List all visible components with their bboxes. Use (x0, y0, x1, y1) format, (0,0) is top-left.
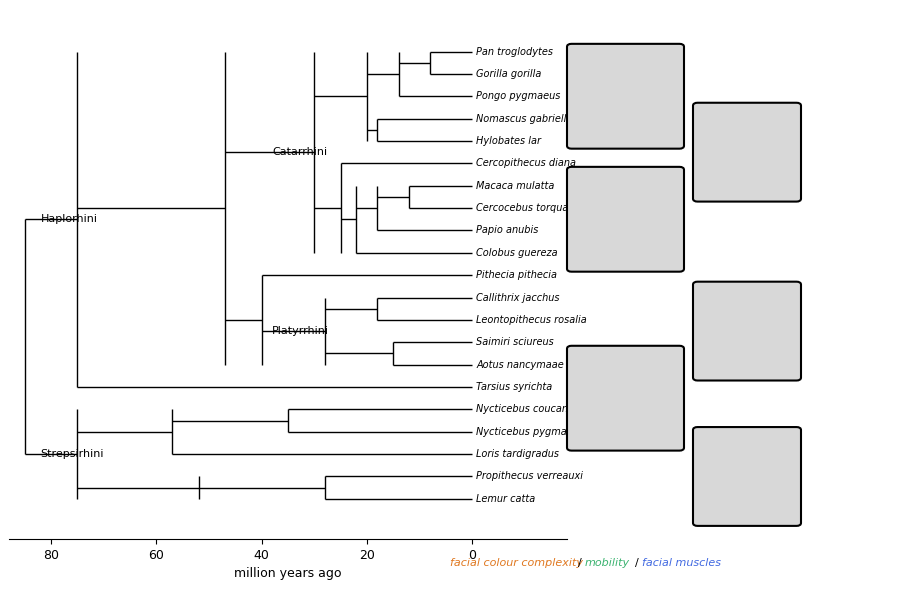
Text: Strepsirhini: Strepsirhini (40, 449, 104, 459)
Text: Aotus nancymaae: Aotus nancymaae (476, 359, 564, 370)
Text: Nycticebus coucang: Nycticebus coucang (476, 404, 575, 415)
Text: 2: 2 (716, 178, 724, 188)
Text: Catarrhini: Catarrhini (272, 147, 328, 157)
Text: /: / (634, 558, 638, 568)
Text: 2: 2 (713, 357, 720, 367)
Text: 19: 19 (644, 427, 660, 437)
Text: /: / (629, 125, 641, 135)
Text: 23: 23 (648, 248, 663, 258)
Text: /: / (598, 248, 609, 258)
Text: Papio anubis: Papio anubis (476, 225, 539, 235)
Text: /: / (751, 357, 762, 367)
Text: Saimiri sciureus: Saimiri sciureus (476, 337, 554, 347)
Text: Nomascus gabriellae: Nomascus gabriellae (476, 114, 579, 123)
Text: Propithecus verreauxi: Propithecus verreauxi (476, 471, 583, 482)
Text: Loris tardigradus: Loris tardigradus (476, 449, 560, 459)
Text: Haplorhini: Haplorhini (40, 214, 97, 224)
Text: --: -- (738, 502, 747, 512)
Text: /: / (578, 558, 581, 568)
Text: 13: 13 (616, 125, 632, 135)
Text: /: / (626, 427, 637, 437)
Text: /: / (719, 357, 731, 367)
Text: /: / (747, 178, 759, 188)
Text: /: / (719, 502, 731, 512)
Text: Pan troglodytes: Pan troglodytes (476, 47, 554, 56)
Text: /: / (600, 427, 612, 437)
Text: /: / (629, 248, 641, 258)
Text: /: / (751, 502, 762, 512)
Text: 1: 1 (590, 125, 598, 135)
Text: facial colour complexity: facial colour complexity (450, 558, 583, 568)
Text: 6: 6 (619, 427, 627, 437)
Text: Leontopithecus rosalia: Leontopithecus rosalia (476, 315, 587, 325)
Text: Hylobates lar: Hylobates lar (476, 136, 542, 146)
Text: Platyrrhini: Platyrrhini (272, 326, 329, 336)
Text: 23: 23 (769, 357, 785, 367)
Text: 2: 2 (590, 248, 598, 258)
Text: facial muscles: facial muscles (642, 558, 721, 568)
Text: 23: 23 (766, 178, 781, 188)
Text: 23: 23 (648, 125, 663, 135)
Text: Pithecia pithecia: Pithecia pithecia (476, 270, 557, 280)
Text: Colobus guereza: Colobus guereza (476, 248, 558, 258)
Text: 8: 8 (741, 178, 749, 188)
Text: Cercocebus torquatus: Cercocebus torquatus (476, 203, 584, 213)
Text: Gorilla gorilla: Gorilla gorilla (476, 69, 542, 79)
Text: /: / (598, 125, 609, 135)
Text: Pongo pygmaeus: Pongo pygmaeus (476, 91, 561, 101)
Text: Tarsius syrichta: Tarsius syrichta (476, 382, 553, 392)
Text: Cercopithecus diana: Cercopithecus diana (476, 158, 577, 168)
X-axis label: million years ago: million years ago (234, 567, 342, 580)
Text: 11: 11 (738, 357, 753, 367)
Text: Macaca mulatta: Macaca mulatta (476, 181, 554, 190)
Text: Lemur catta: Lemur catta (476, 494, 536, 504)
Text: /: / (722, 178, 734, 188)
Text: 3: 3 (713, 502, 720, 512)
Text: Nycticebus pygmaeus: Nycticebus pygmaeus (476, 426, 584, 437)
Text: 4: 4 (594, 427, 602, 437)
Text: Callithrix jacchus: Callithrix jacchus (476, 292, 560, 302)
Text: 10: 10 (616, 248, 632, 258)
Text: 20: 20 (769, 502, 785, 512)
Text: mobility: mobility (585, 558, 630, 568)
